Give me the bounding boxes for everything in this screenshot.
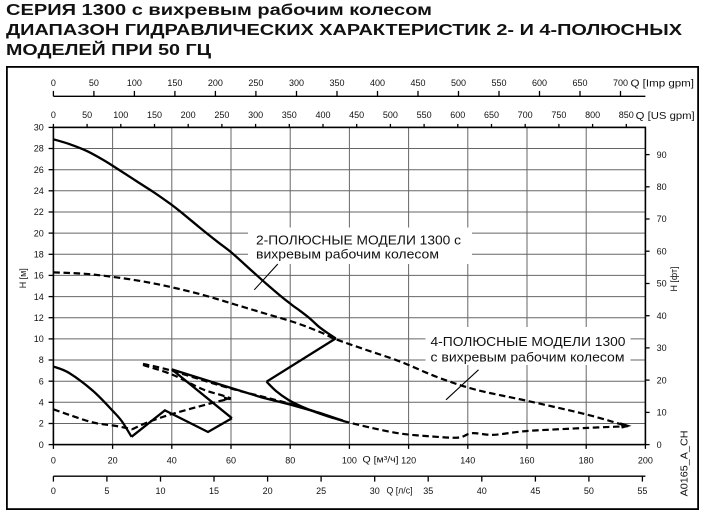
svg-text:50: 50 [584, 486, 594, 496]
svg-text:500: 500 [383, 110, 398, 120]
svg-text:40: 40 [477, 486, 487, 496]
svg-text:с вихревым рабочим колесом: с вихревым рабочим колесом [431, 350, 625, 365]
svg-text:60: 60 [657, 246, 667, 256]
svg-text:2-ПОЛЮСНЫЕ МОДЕЛИ 1300 с: 2-ПОЛЮСНЫЕ МОДЕЛИ 1300 с [256, 233, 462, 248]
svg-text:6: 6 [39, 376, 44, 386]
svg-text:20: 20 [657, 375, 667, 385]
svg-text:450: 450 [410, 78, 425, 88]
svg-text:450: 450 [349, 110, 364, 120]
svg-text:250: 250 [214, 110, 229, 120]
svg-text:160: 160 [519, 455, 534, 465]
svg-text:0: 0 [51, 110, 56, 120]
svg-text:35: 35 [423, 486, 433, 496]
svg-text:16: 16 [34, 271, 44, 281]
svg-text:14: 14 [34, 292, 44, 302]
svg-text:15: 15 [209, 486, 219, 496]
svg-text:550: 550 [417, 110, 432, 120]
svg-text:H [м]: H [м] [18, 268, 29, 288]
svg-text:5: 5 [104, 486, 109, 496]
svg-text:12: 12 [34, 313, 44, 323]
svg-text:600: 600 [532, 78, 547, 88]
svg-text:550: 550 [491, 78, 506, 88]
svg-text:45: 45 [530, 486, 540, 496]
svg-text:700: 700 [613, 78, 628, 88]
svg-text:10: 10 [657, 408, 667, 418]
svg-text:300: 300 [248, 110, 263, 120]
svg-text:700: 700 [518, 110, 533, 120]
svg-text:200: 200 [638, 455, 653, 465]
svg-text:Q [л/с]: Q [л/с] [387, 485, 413, 495]
svg-text:H [фт]: H [фт] [669, 267, 680, 292]
svg-text:26: 26 [34, 165, 44, 175]
svg-text:25: 25 [316, 486, 326, 496]
svg-text:60: 60 [226, 455, 236, 465]
svg-text:40: 40 [657, 311, 667, 321]
svg-text:ДИАПАЗОН ГИДРАВЛИЧЕСКИХ ХАРАКТ: ДИАПАЗОН ГИДРАВЛИЧЕСКИХ ХАРАКТЕРИСТИК 2-… [6, 22, 682, 39]
svg-text:500: 500 [451, 78, 466, 88]
svg-text:750: 750 [551, 110, 566, 120]
svg-text:СЕРИЯ 1300 с вихревым рабочим: СЕРИЯ 1300 с вихревым рабочим колесом [6, 2, 432, 19]
svg-text:650: 650 [484, 110, 499, 120]
svg-text:4: 4 [39, 398, 44, 408]
svg-text:0: 0 [51, 78, 56, 88]
svg-text:МОДЕЛЕЙ ПРИ 50 ГЦ: МОДЕЛЕЙ ПРИ 50 ГЦ [6, 40, 211, 59]
svg-text:28: 28 [34, 144, 44, 154]
svg-text:50: 50 [89, 78, 99, 88]
svg-text:250: 250 [248, 78, 263, 88]
svg-text:600: 600 [450, 110, 465, 120]
svg-text:150: 150 [147, 110, 162, 120]
svg-text:20: 20 [263, 486, 273, 496]
svg-text:55: 55 [637, 486, 647, 496]
svg-text:Q [м³/ч]: Q [м³/ч] [363, 455, 399, 465]
svg-text:180: 180 [579, 455, 594, 465]
svg-text:150: 150 [167, 78, 182, 88]
svg-text:2: 2 [39, 419, 44, 429]
svg-text:Q [US gpm]: Q [US gpm] [636, 111, 695, 122]
svg-text:850: 850 [619, 110, 634, 120]
svg-text:400: 400 [370, 78, 385, 88]
svg-text:100: 100 [127, 78, 142, 88]
svg-text:20: 20 [34, 228, 44, 238]
svg-text:300: 300 [289, 78, 304, 88]
svg-text:120: 120 [401, 455, 416, 465]
svg-text:200: 200 [181, 110, 196, 120]
svg-text:вихревым рабочим колесом: вихревым рабочим колесом [256, 247, 439, 262]
svg-text:70: 70 [657, 214, 667, 224]
svg-text:0: 0 [657, 440, 662, 450]
svg-text:350: 350 [282, 110, 297, 120]
svg-text:Q [Imp gpm]: Q [Imp gpm] [631, 79, 695, 90]
svg-text:18: 18 [34, 250, 44, 260]
svg-text:4-ПОЛЮСНЫЕ МОДЕЛИ 1300: 4-ПОЛЮСНЫЕ МОДЕЛИ 1300 [431, 334, 626, 349]
svg-text:80: 80 [285, 455, 295, 465]
svg-text:80: 80 [657, 182, 667, 192]
svg-text:50: 50 [657, 279, 667, 289]
svg-text:650: 650 [572, 78, 587, 88]
svg-text:90: 90 [657, 150, 667, 160]
svg-text:10: 10 [155, 486, 165, 496]
svg-text:30: 30 [657, 343, 667, 353]
svg-text:0: 0 [51, 455, 56, 465]
svg-text:24: 24 [34, 186, 44, 196]
svg-text:40: 40 [167, 455, 177, 465]
svg-text:350: 350 [329, 78, 344, 88]
svg-text:140: 140 [460, 455, 475, 465]
svg-text:30: 30 [370, 486, 380, 496]
svg-text:100: 100 [113, 110, 128, 120]
svg-text:0: 0 [39, 440, 44, 450]
svg-text:50: 50 [82, 110, 92, 120]
svg-text:10: 10 [34, 334, 44, 344]
svg-text:100: 100 [342, 455, 357, 465]
svg-text:20: 20 [108, 455, 118, 465]
svg-text:A0165_A_CH: A0165_A_CH [679, 430, 690, 496]
svg-text:800: 800 [585, 110, 600, 120]
svg-text:0: 0 [51, 486, 56, 496]
svg-text:200: 200 [208, 78, 223, 88]
svg-text:22: 22 [34, 207, 44, 217]
svg-text:8: 8 [39, 355, 44, 365]
svg-text:30: 30 [34, 123, 44, 133]
svg-text:400: 400 [315, 110, 330, 120]
